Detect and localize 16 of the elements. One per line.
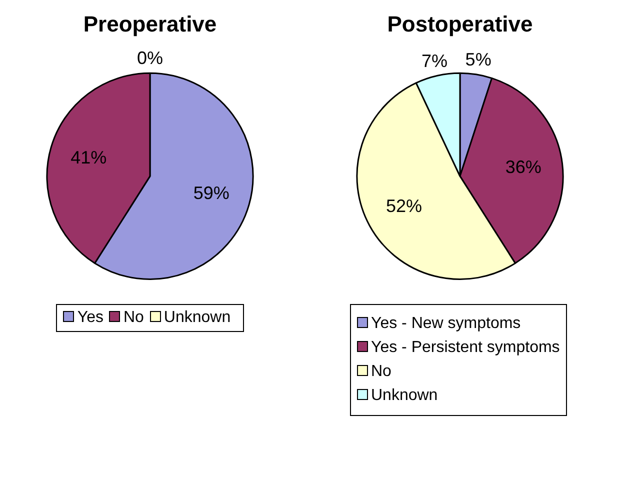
legend-label: Unknown: [162, 309, 231, 327]
legend-label: Unknown: [370, 387, 439, 405]
legend-label: No: [122, 309, 144, 327]
legend-label: Yes - New symptoms: [370, 315, 522, 333]
data-label: 36%: [505, 157, 542, 178]
chart-title: Preoperative: [83, 11, 217, 36]
data-label: 52%: [386, 196, 422, 216]
data-label: 7%: [421, 50, 448, 71]
legend-label: Yes - Persistent symptoms: [370, 339, 560, 357]
legend-label: Yes: [76, 309, 104, 327]
data-label: 59%: [193, 182, 230, 203]
data-label: 5%: [465, 50, 492, 70]
text: 0%: [136, 48, 164, 68]
data-label: 41%: [70, 147, 107, 168]
chart-title: Postoperative: [387, 11, 533, 36]
legend-label: No: [370, 363, 392, 381]
